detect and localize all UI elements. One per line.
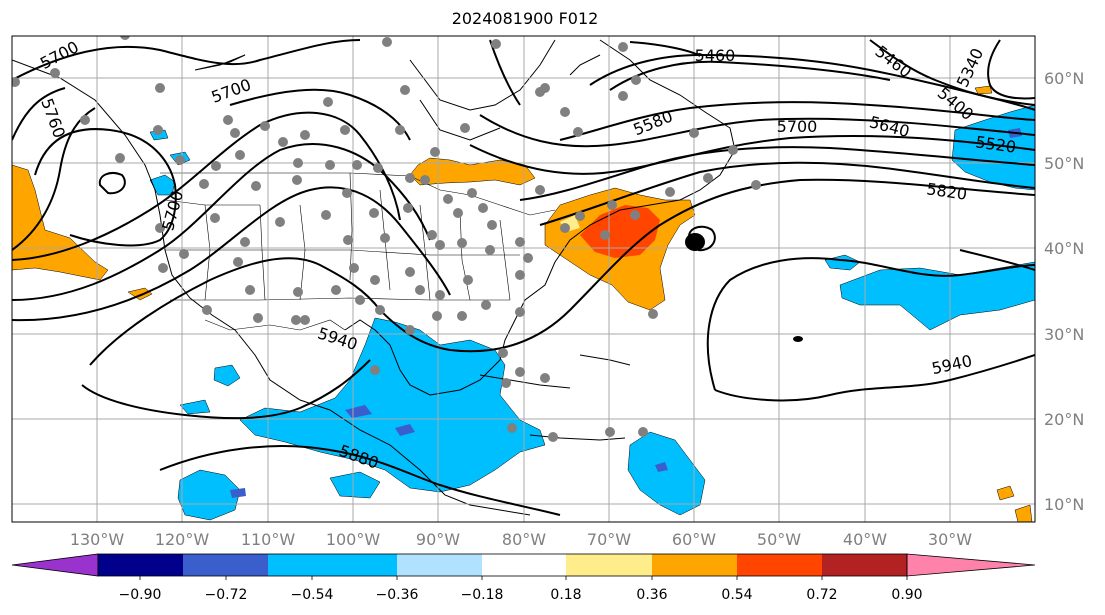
- colorbar-extend-low: [11, 553, 99, 577]
- latitude-labels: 60°N 50°N 40°N 30°N 20°N 10°N: [1044, 69, 1084, 514]
- gridlines: [12, 36, 1035, 522]
- colorbar-segment: [268, 554, 353, 576]
- political-borders: [160, 172, 556, 331]
- colorbar: −0.90 −0.72 −0.54 −0.36 −0.18 0.18 0.36 …: [11, 553, 1036, 603]
- colorbar-tick: −0.72: [205, 587, 248, 603]
- lon-label: 120°W: [155, 530, 210, 549]
- lon-label: 80°W: [502, 530, 546, 549]
- lon-label: 90°W: [416, 530, 460, 549]
- colorbar-extend-high: [906, 553, 1036, 577]
- colorbar-tick: 0.36: [636, 587, 667, 603]
- colorbar-tick: −0.18: [461, 587, 504, 603]
- colorbar-tick: 0.54: [721, 587, 752, 603]
- lon-label: 100°W: [326, 530, 381, 549]
- small-contour-marker: [793, 336, 803, 342]
- lat-label: 30°N: [1044, 325, 1084, 344]
- lon-label: 130°W: [70, 530, 125, 549]
- colorbar-tick: −0.36: [376, 587, 419, 603]
- contour-label: 5460: [695, 46, 736, 65]
- lon-label: 60°W: [672, 530, 716, 549]
- lon-label: 110°W: [241, 530, 296, 549]
- colorbar-tick: 0.72: [806, 587, 837, 603]
- colorbar-segment: [98, 554, 183, 576]
- lon-label: 70°W: [587, 530, 631, 549]
- lat-label: 20°N: [1044, 410, 1084, 429]
- lat-label: 50°N: [1044, 154, 1084, 173]
- contour-label: 5700: [777, 117, 818, 136]
- height-contours: [12, 39, 1035, 516]
- colorbar-segment: [397, 554, 482, 576]
- lat-label: 60°N: [1044, 69, 1084, 88]
- colorbar-segment: [183, 554, 268, 576]
- lon-label: 30°W: [928, 530, 972, 549]
- longitude-labels: 130°W 120°W 110°W 100°W 90°W 80°W 70°W 6…: [70, 530, 972, 549]
- colorbar-segment: [566, 554, 652, 576]
- colorbar-tick: −0.90: [119, 587, 162, 603]
- colorbar-segment: [822, 554, 907, 576]
- lat-label: 40°N: [1044, 239, 1084, 258]
- coastlines: [12, 39, 736, 516]
- colorbar-tick: −0.54: [291, 587, 334, 603]
- map-frame: [11, 35, 1036, 523]
- map-title: 2024081900 F012: [451, 9, 599, 28]
- lon-label: 40°W: [843, 530, 887, 549]
- station-markers: [12, 36, 761, 442]
- colorbar-tick: 0.18: [550, 587, 581, 603]
- colorbar-segment: [737, 554, 822, 576]
- map-area: [12, 36, 1035, 522]
- colorbar-segment: [652, 554, 737, 576]
- lon-label: 50°W: [757, 530, 801, 549]
- lat-label: 10°N: [1044, 495, 1084, 514]
- colorbar-tick: 0.90: [891, 587, 922, 603]
- strong-positive-shading: [580, 205, 660, 258]
- low-center-marker: [685, 233, 705, 251]
